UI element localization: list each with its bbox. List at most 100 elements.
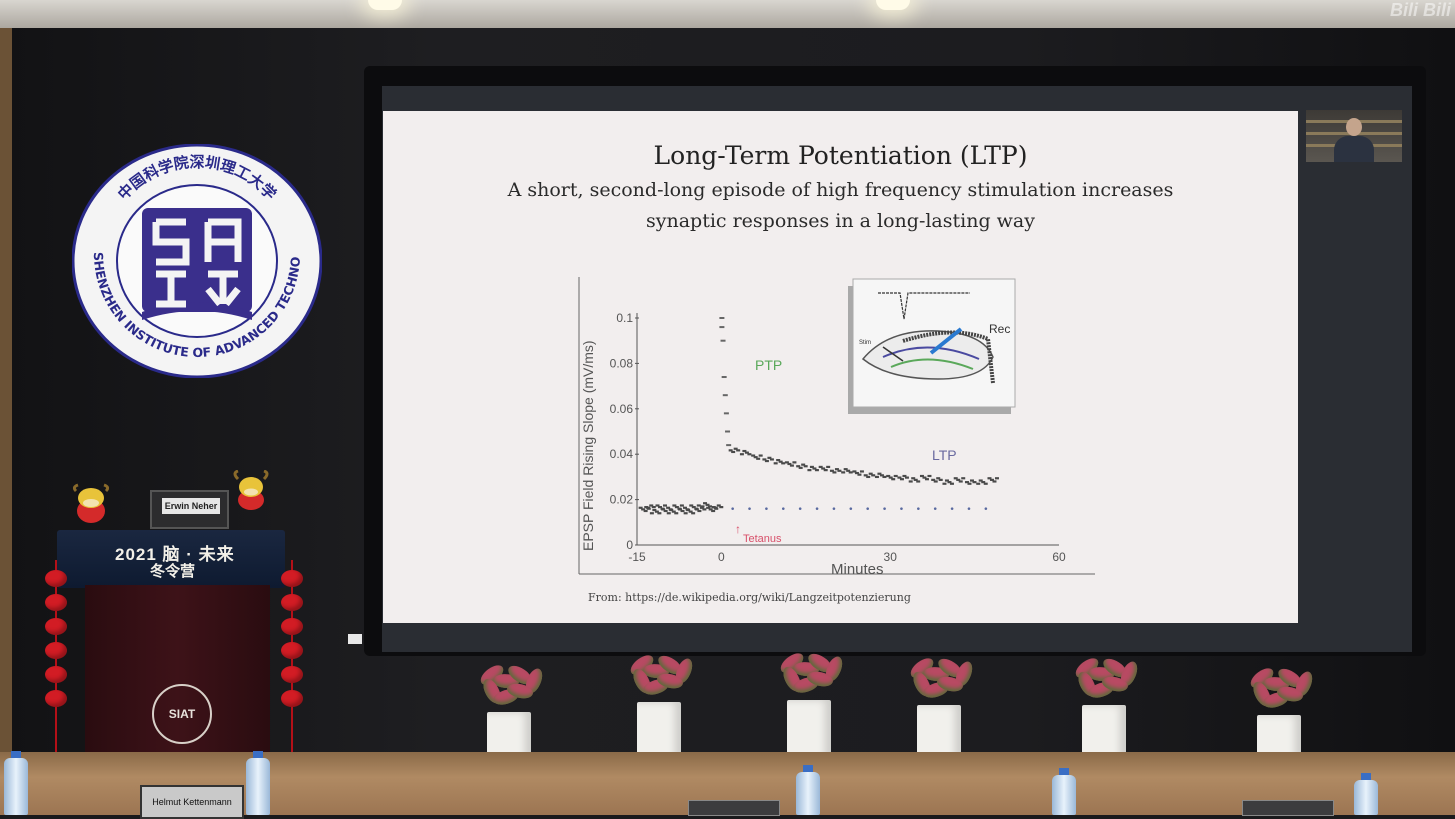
data-point xyxy=(949,482,954,485)
data-point xyxy=(818,465,823,469)
podium-banner-title: 2021 脑 · 未来 xyxy=(115,545,235,564)
red-lantern xyxy=(45,594,67,611)
data-point xyxy=(671,510,676,513)
data-point xyxy=(706,506,711,509)
data-point xyxy=(893,474,898,478)
y-tick-label: 0.06 xyxy=(610,402,634,416)
red-lantern xyxy=(281,666,303,683)
water-bottle xyxy=(246,758,270,815)
data-point xyxy=(781,462,786,465)
data-point xyxy=(733,447,738,450)
baseline-point xyxy=(967,507,971,510)
svg-text:Stim: Stim xyxy=(859,340,871,346)
flower-pot xyxy=(787,700,831,760)
baseline-point xyxy=(984,507,988,510)
red-lantern xyxy=(281,594,303,611)
name-plate: Helmut Kettenmann xyxy=(140,785,244,819)
data-point xyxy=(769,458,774,461)
red-lantern xyxy=(45,618,67,635)
data-point xyxy=(888,476,893,479)
data-point xyxy=(904,476,909,479)
data-point xyxy=(953,477,958,480)
baseline-point xyxy=(950,507,954,510)
data-point xyxy=(689,504,694,507)
slide-subtitle-line2: synaptic responses in a long-lasting way xyxy=(646,210,1035,232)
data-point xyxy=(778,460,783,463)
data-point xyxy=(716,504,721,507)
data-point xyxy=(981,481,986,484)
data-point xyxy=(708,505,713,508)
water-bottle xyxy=(1354,780,1378,815)
data-point xyxy=(669,508,674,512)
data-point xyxy=(798,466,803,469)
data-point xyxy=(931,478,936,481)
data-point xyxy=(644,506,649,509)
data-point xyxy=(886,474,891,478)
bottle-cap xyxy=(1059,768,1069,776)
wall-socket xyxy=(348,634,362,644)
data-point xyxy=(719,326,725,329)
data-point xyxy=(683,506,688,509)
data-point xyxy=(696,504,701,507)
data-point xyxy=(720,339,726,342)
tetanus-label: Tetanus xyxy=(743,533,782,545)
ceiling-light xyxy=(876,0,910,10)
data-point xyxy=(902,474,907,478)
data-point xyxy=(789,464,794,467)
bottle-cap xyxy=(1361,773,1371,781)
data-point xyxy=(672,504,677,507)
podium-banner-subtitle: 冬令营 xyxy=(150,563,196,580)
data-point xyxy=(700,505,705,508)
speaker-head xyxy=(1346,118,1362,136)
rec-label: Rec xyxy=(989,322,1010,336)
data-point xyxy=(663,509,668,513)
wood-panel xyxy=(0,28,12,768)
ceiling xyxy=(0,0,1455,30)
data-point xyxy=(663,504,668,507)
data-point xyxy=(829,469,834,472)
data-point xyxy=(708,508,713,511)
potted-plant xyxy=(1060,654,1150,765)
data-point xyxy=(956,478,961,481)
data-point xyxy=(792,461,797,464)
data-point xyxy=(758,454,763,457)
y-tick-label: 0 xyxy=(626,538,633,552)
data-point xyxy=(658,506,663,509)
ltp-plot: 0.10.080.060.040.020-15 0 30 60 Rec Stim PT… xyxy=(578,277,1095,578)
baseline-point xyxy=(832,507,836,510)
data-point xyxy=(747,453,752,456)
data-point xyxy=(927,474,932,478)
data-point xyxy=(739,453,744,456)
bottle-cap xyxy=(803,765,813,773)
data-point xyxy=(821,467,826,470)
x-tick-label: -15 xyxy=(628,550,646,564)
speaker-body xyxy=(1334,136,1374,162)
name-plate-small xyxy=(1242,800,1334,816)
data-point xyxy=(699,506,704,509)
data-point xyxy=(652,508,657,512)
red-lantern xyxy=(45,642,67,659)
y-axis-label: EPSP Field Rising Slope (mV/ms) xyxy=(580,340,596,551)
ptp-label: PTP xyxy=(755,357,782,373)
data-point xyxy=(721,376,727,379)
ceiling-light xyxy=(368,0,402,10)
data-point xyxy=(911,477,916,480)
data-point xyxy=(936,477,941,480)
tetanus-arrow: ↑ xyxy=(735,522,741,536)
institute-logo: 中国科学院深圳理工大学 CAS SHENZHEN INSTITUTE OF AD… xyxy=(72,144,322,378)
red-lantern xyxy=(281,690,303,707)
data-point xyxy=(938,478,943,481)
data-point xyxy=(767,456,772,459)
data-point xyxy=(826,465,831,469)
data-point xyxy=(942,482,947,485)
data-point xyxy=(803,465,808,468)
data-point xyxy=(814,469,819,472)
data-point xyxy=(989,478,994,481)
baseline-point xyxy=(900,507,903,510)
data-point xyxy=(683,512,688,515)
water-bottle xyxy=(4,758,28,815)
data-point xyxy=(661,508,666,511)
data-point xyxy=(859,470,864,473)
data-point xyxy=(897,476,902,479)
data-point xyxy=(691,506,696,509)
